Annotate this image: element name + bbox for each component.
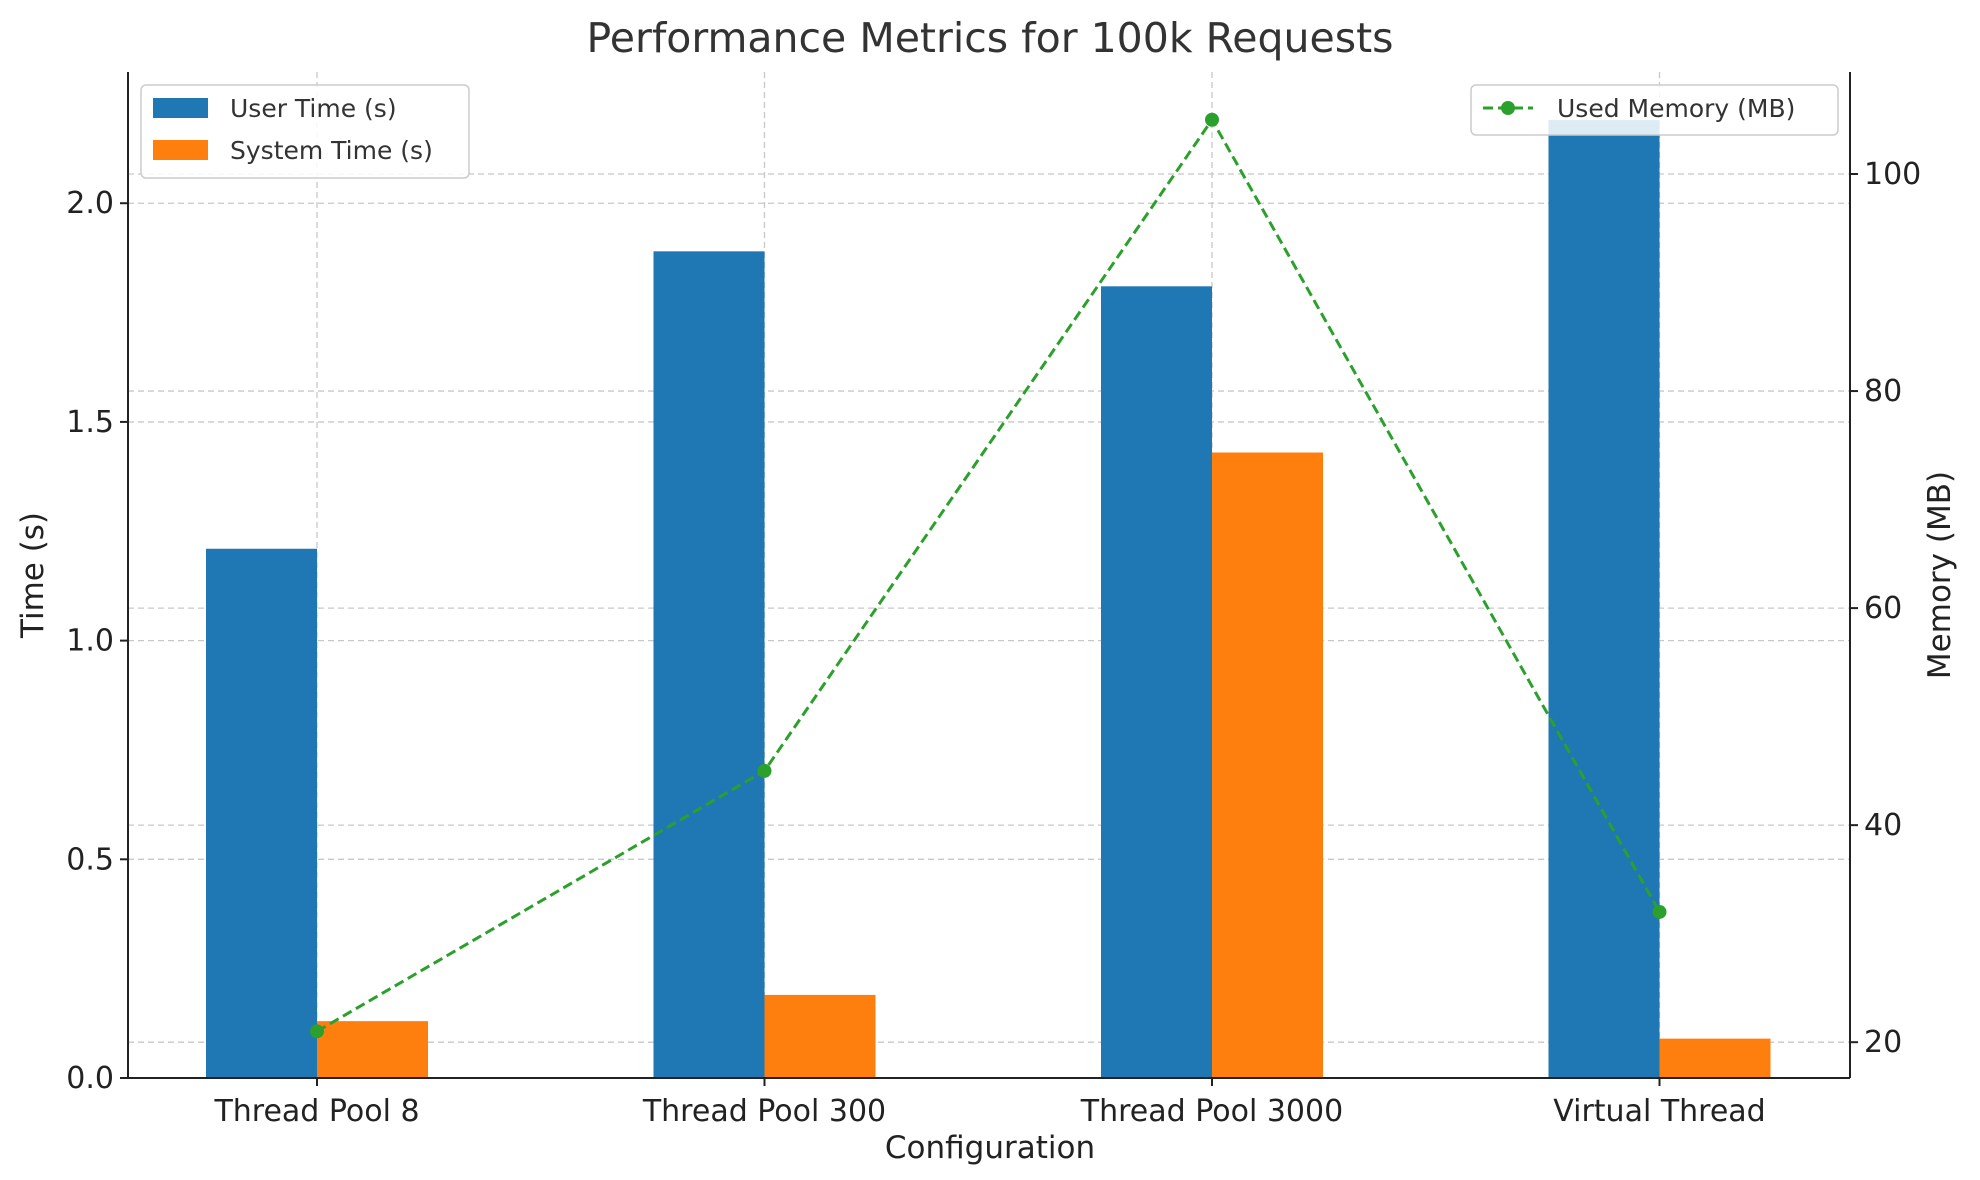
axes-layer	[127, 72, 1851, 1079]
bars-layer	[206, 120, 1771, 1079]
x-axis-label: Configuration	[885, 1130, 1095, 1166]
point-used-memory	[310, 1024, 324, 1039]
y2-tick-label: 20	[1864, 1025, 1902, 1060]
y2-tick-label: 40	[1864, 808, 1902, 843]
point-used-memory	[1205, 112, 1219, 127]
x-tick-label: Virtual Thread	[1553, 1094, 1765, 1129]
legend-memory-frame	[1470, 84, 1839, 136]
y-tick-label: 1.5	[66, 405, 114, 440]
y-tick-label: 0.0	[66, 1061, 114, 1096]
x-tick-label: Thread Pool 300	[642, 1094, 886, 1129]
x-tick-label: Thread Pool 8	[213, 1094, 419, 1129]
y-tick-label: 0.5	[66, 842, 114, 877]
line-layer	[310, 112, 1667, 1039]
ticks-layer: 0.0 0.5 1.0 1.5 2.0 20 40 60 80 100 Thread Pool 8 T…	[66, 157, 1921, 1129]
legend-swatch-system-time	[153, 140, 208, 160]
y2-tick-label: 60	[1864, 591, 1902, 626]
legend-time: User Time (s) System Time (s)	[140, 84, 470, 179]
y-tick-label: 1.0	[66, 624, 114, 659]
point-used-memory	[1652, 904, 1667, 919]
point-used-memory	[757, 763, 772, 778]
x-tick-label: Thread Pool 3000	[1080, 1094, 1343, 1129]
chart-title: Performance Metrics for 100k Requests	[586, 14, 1393, 62]
bar-user-time-s	[206, 548, 317, 1078]
line-used-memory	[316, 116, 1661, 1033]
y-axis-label: Time (s)	[15, 512, 51, 639]
bar-system-time-s	[1659, 1038, 1771, 1078]
bar-system-time-s	[317, 1021, 428, 1078]
bar-system-time-s	[1212, 452, 1323, 1079]
y2-tick-label: 80	[1864, 374, 1902, 409]
legend-label-system-time: System Time (s)	[230, 136, 433, 165]
legend-label-user-time: User Time (s)	[230, 94, 397, 123]
bar-user-time-s	[1101, 286, 1212, 1078]
legend-marker-used-memory	[1501, 101, 1515, 115]
y2-axis-label: Memory (MB)	[1922, 471, 1958, 679]
bar-user-time-s	[1548, 120, 1660, 1079]
y-tick-label: 2.0	[66, 186, 114, 221]
bar-user-time-s	[653, 251, 765, 1078]
legend-time-frame	[140, 84, 470, 179]
legend-label-used-memory: Used Memory (MB)	[1557, 94, 1795, 123]
bar-system-time-s	[764, 994, 876, 1078]
legend-swatch-user-time	[153, 98, 208, 118]
y2-tick-label: 100	[1864, 157, 1921, 192]
legend-memory: Used Memory (MB)	[1470, 84, 1839, 136]
